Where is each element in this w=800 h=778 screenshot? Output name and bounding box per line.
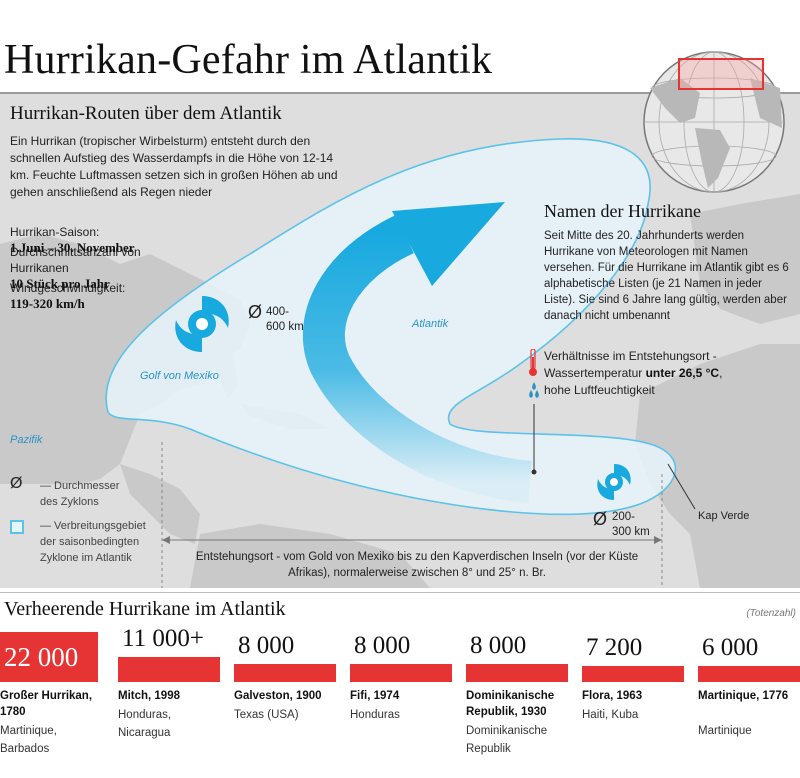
hurricane-name: Galveston, 1900 — [234, 690, 322, 702]
hurricane-name: Großer Hurrikan, 1780 — [0, 690, 93, 718]
hurricane-place: Haiti, Kuba — [582, 709, 639, 721]
bar — [0, 632, 98, 682]
bar-value-label: 8 000 — [470, 632, 527, 659]
hurricane-name: Fifi, 1974 — [350, 690, 400, 702]
conditions-block: Verhältnisse im Entstehungsort - Wassert… — [528, 348, 798, 399]
legend-diameter-text: — Durchmesser des Zyklons — [40, 480, 120, 508]
map-legend: Ø — Durchmesser des Zyklons — Verbreitun… — [8, 475, 178, 574]
bar-value-label: 11 000+ — [122, 625, 204, 652]
facts-block: Hurrikan-Saison: 1.Juni – 30. November D… — [10, 224, 180, 311]
bar-value-label: 7 200 — [586, 634, 643, 661]
chart-unit: (Totenzahl) — [746, 608, 796, 619]
routes-intro: Ein Hurrikan (tropischer Wirbelsturm) en… — [10, 134, 338, 199]
legend-area-text: — Verbreitungsgebiet der saisonbedingten… — [40, 520, 146, 564]
legend-diameter-symbol: Ø — [10, 475, 23, 492]
names-text: Seit Mitte des 20. Jahrhunderts werden H… — [544, 230, 789, 322]
hurricane-map — [0, 138, 800, 588]
golf-label: Golf von Mexiko — [140, 370, 219, 382]
conditions-line1: Verhältnisse im Entstehungsort - — [544, 349, 717, 363]
europe-land — [690, 194, 800, 324]
hurricane-place: Honduras — [350, 709, 400, 721]
bar — [234, 664, 336, 682]
globe-locator — [640, 48, 788, 196]
bar — [698, 666, 800, 682]
thermometer-icon — [529, 349, 537, 376]
kap-verde-callout-line — [667, 463, 696, 510]
wind-value: 119-320 km/h — [10, 296, 85, 311]
hurricane-name: Dominikanische Republik, 1930 — [466, 690, 555, 718]
bar — [118, 657, 220, 682]
title-divider — [0, 92, 800, 94]
bar — [466, 664, 568, 682]
hurricane-path-arrow — [302, 214, 533, 503]
diameter-symbol-large: Ø — [248, 302, 263, 322]
africa-land — [635, 344, 800, 588]
kap-verde-label: Kap Verde — [698, 510, 750, 522]
hurricane-name: Mitch, 1998 — [118, 690, 180, 702]
legend-area-swatch — [10, 520, 24, 534]
pazifik-label: Pazifik — [10, 434, 43, 446]
bar-value-label: 8 000 — [354, 632, 411, 659]
hurricane-place: Dominikanische Republik — [466, 725, 548, 755]
avg-label: Durchschnittsanzahl von Hurrikanen — [10, 245, 141, 275]
diameter-large-label: 400- 600 km — [266, 306, 304, 333]
hurricane-name: Flora, 1963 — [582, 690, 643, 702]
chart-title: Verheerende Hurrikane im Atlantik — [4, 598, 286, 620]
season-label: Hurrikan-Saison: — [10, 225, 100, 239]
diameter-small-label: 200- 300 km — [612, 511, 650, 538]
wind-label: Windgeschwindigkeit: — [10, 281, 126, 295]
hurricane-path-arrowhead — [392, 202, 505, 286]
distribution-area — [105, 138, 677, 516]
conditions-line2-bold: unter 26,5 °C — [645, 366, 720, 380]
bar-value-label: 6 000 — [702, 634, 759, 661]
atlantik-label: Atlantik — [412, 318, 449, 330]
hurricane-large-icon — [175, 296, 229, 352]
hurricane-place: Honduras, Nicaragua — [118, 709, 172, 739]
conditions-line2-suffix: , — [719, 366, 723, 380]
routes-title: Hurrikan-Routen über dem Atlantik — [10, 103, 282, 124]
conditions-line2-prefix: Wassertemperatur — [544, 366, 646, 380]
names-block: Namen der Hurrikane Seit Mitte des 20. J… — [544, 201, 796, 324]
hurricane-place: Martinique, Barbados — [0, 725, 57, 755]
hurricane-place: Martinique — [698, 725, 752, 737]
bar-value-label: 22 000 — [4, 642, 79, 672]
bottom-divider — [0, 592, 800, 593]
conditions-line3: hohe Luftfeuchtigkeit — [544, 383, 655, 397]
diameter-symbol-small: Ø — [593, 509, 608, 529]
bar — [582, 666, 684, 682]
hurricane-small-icon — [597, 464, 631, 500]
water-drops-icon — [529, 382, 539, 398]
globe-region-highlight — [678, 58, 764, 90]
bar — [350, 664, 452, 682]
hurricane-place: Texas (USA) — [234, 709, 299, 721]
hurricane-name: Martinique, 1776 — [698, 690, 789, 702]
map-panel — [0, 94, 800, 588]
origin-label: Entstehungsort - vom Gold von Mexiko bis… — [195, 551, 639, 579]
season-value: 1.Juni – 30. November — [10, 240, 135, 255]
avg-value: 10 Stück pro Jahr — [10, 276, 110, 291]
page-title: Hurrikan-Gefahr im Atlantik — [4, 37, 493, 83]
central-america-land — [120, 464, 200, 544]
bar-value-label: 8 000 — [238, 632, 295, 659]
names-title: Namen der Hurrikane — [544, 201, 701, 221]
